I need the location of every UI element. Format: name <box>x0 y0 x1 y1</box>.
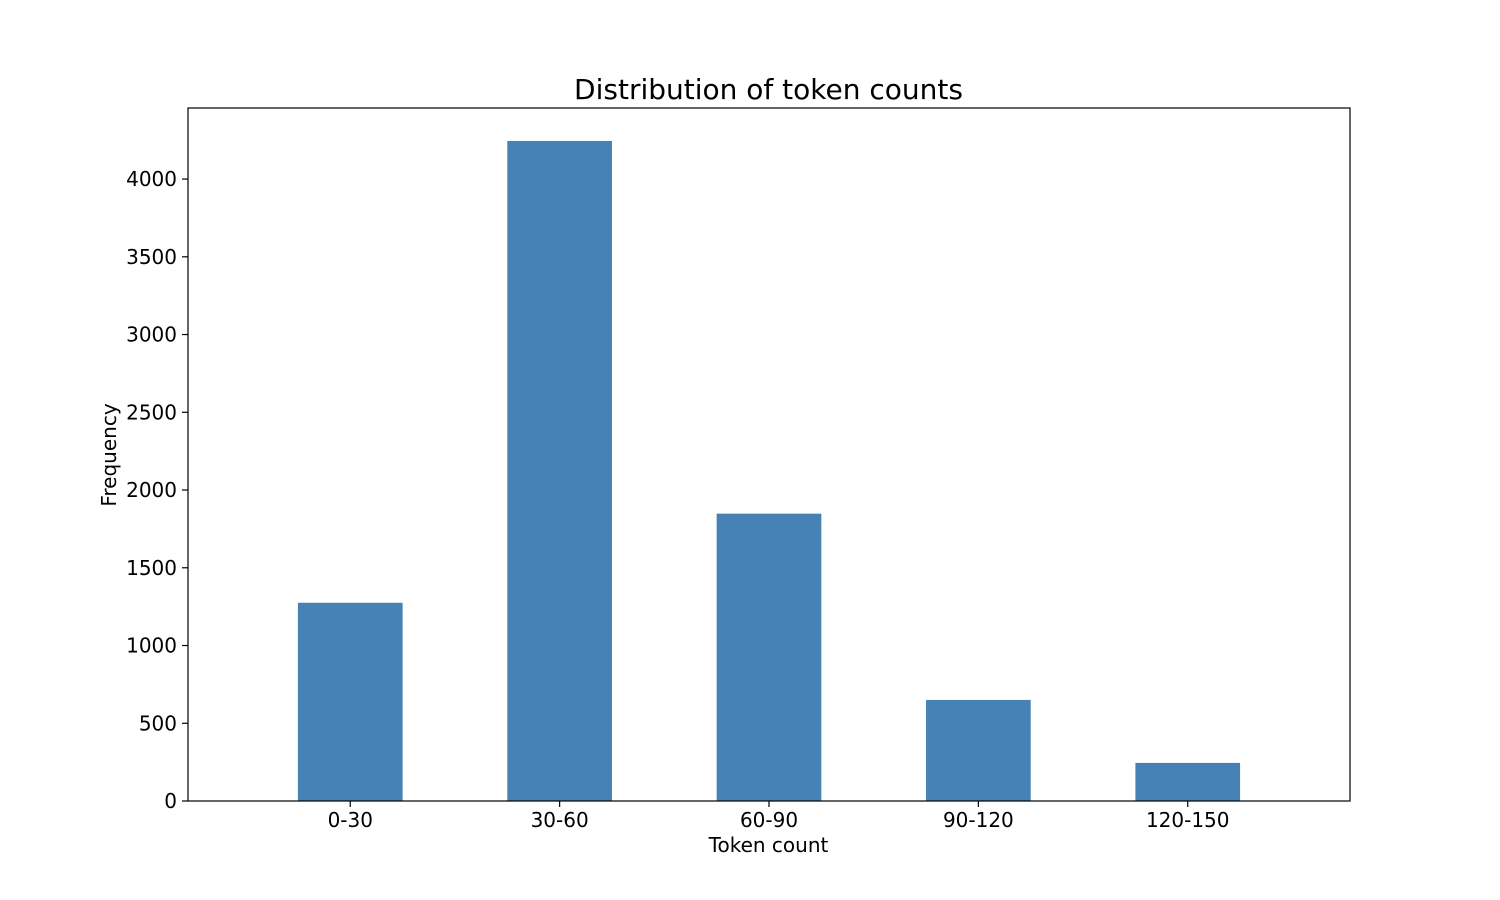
bar-120-150 <box>1135 762 1241 801</box>
y-axis: 0 500 1000 1500 2000 2500 3000 3500 4000 <box>126 167 188 813</box>
bar-0-30 <box>297 602 403 801</box>
x-tick-label: 90-120 <box>943 808 1014 832</box>
bar-30-60 <box>507 140 612 801</box>
x-axis-title: Token count <box>708 833 829 857</box>
y-tick-label: 1500 <box>126 556 177 580</box>
x-tick-label: 30-60 <box>531 808 589 832</box>
bar-60-90 <box>716 513 822 801</box>
x-tick-label: 120-150 <box>1146 808 1230 832</box>
bar-90-120 <box>926 699 1031 801</box>
y-tick-label: 500 <box>139 711 177 735</box>
y-axis-title: Frequency <box>97 403 121 506</box>
y-tick-label: 1000 <box>126 634 177 658</box>
y-tick-label: 3500 <box>126 245 177 269</box>
y-tick-label: 2000 <box>126 478 177 502</box>
x-tick-label: 0-30 <box>328 808 373 832</box>
y-tick-label: 0 <box>164 789 177 813</box>
y-tick-label: 2500 <box>126 400 177 424</box>
x-tick-label: 60-90 <box>740 808 798 832</box>
chart-title: Distribution of token counts <box>574 73 963 106</box>
y-tick-label: 3000 <box>126 323 177 347</box>
y-tick-label: 4000 <box>126 167 177 191</box>
bars-layer <box>297 140 1241 801</box>
x-axis: 0-30 30-60 60-90 90-120 120-150 <box>328 801 1230 832</box>
